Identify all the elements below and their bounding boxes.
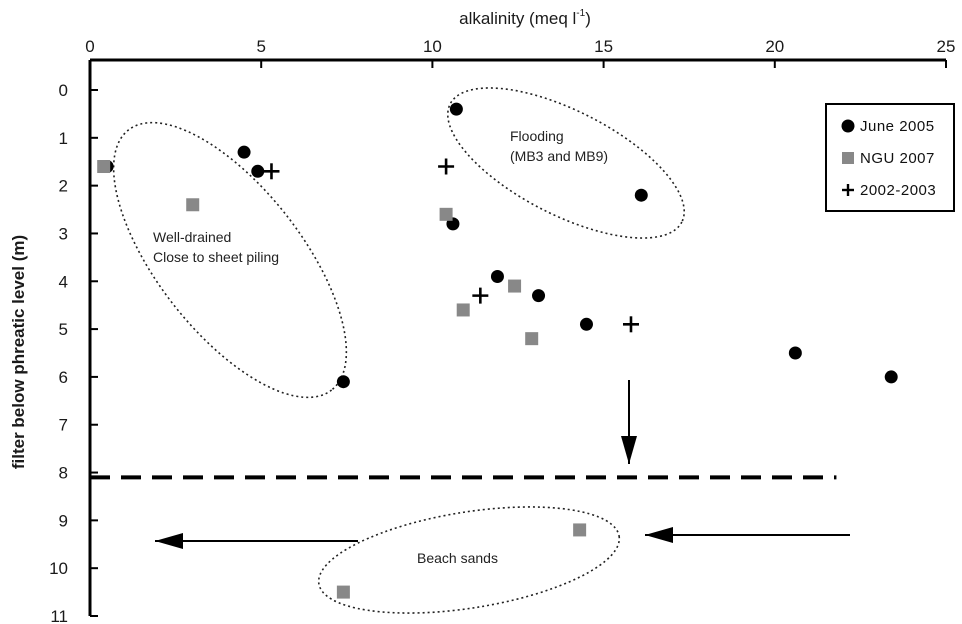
- annotations: Well-drained Close to sheet piling Floodin…: [112, 87, 850, 614]
- x-axis-title-close: ): [585, 9, 591, 28]
- point-ngu-2007: [97, 160, 111, 174]
- legend-label: NGU 2007: [860, 150, 935, 167]
- data-points: [97, 102, 898, 599]
- point-june-2005: [336, 375, 350, 389]
- y-tick-label: 6: [59, 368, 68, 387]
- point-ngu-2007: [456, 303, 470, 317]
- point-june-2005: [634, 188, 648, 202]
- point-june-2005: [490, 269, 504, 283]
- point-ngu-2007: [439, 207, 453, 221]
- y-tick-label: 10: [49, 559, 68, 578]
- x-tick-label: 15: [594, 37, 613, 56]
- x-tick-label: 10: [423, 37, 442, 56]
- point-june-2005: [884, 370, 898, 384]
- point-2002-2003: [438, 158, 455, 175]
- point-june-2005: [788, 346, 802, 360]
- y-tick-label: 9: [59, 511, 68, 530]
- legend: June 2005 NGU 2007 2002-2003: [825, 103, 955, 212]
- tick-labels: 0 5 10 15 20 25 0 1 2 3 4 5 6 7 8 9 10 11: [49, 37, 955, 624]
- annotation-ellipse-beach-sands: [317, 506, 621, 614]
- point-june-2005: [449, 102, 463, 116]
- x-tick-label: 5: [256, 37, 265, 56]
- x-axis-title: alkalinity (meq l-1): [459, 8, 591, 28]
- annotation-text-flooding: Flooding: [510, 128, 564, 144]
- point-june-2005: [532, 289, 546, 303]
- y-tick-label: 7: [59, 416, 68, 435]
- legend-items: June 2005 NGU 2007 2002-2003: [841, 118, 936, 199]
- x-tick-label: 25: [937, 37, 956, 56]
- x-tick-label: 20: [765, 37, 784, 56]
- point-2002-2003: [472, 287, 489, 304]
- y-tick-label: 11: [50, 607, 68, 624]
- point-2002-2003: [622, 316, 639, 333]
- axes: [88, 58, 947, 617]
- point-ngu-2007: [186, 198, 200, 212]
- point-ngu-2007: [508, 279, 522, 293]
- annotation-text-beach-sands: Beach sands: [417, 550, 498, 566]
- legend-marker-june-2005: [841, 119, 855, 133]
- legend-marker-ngu-2007: [842, 152, 854, 164]
- y-tick-label: 5: [59, 320, 68, 339]
- x-axis-title-sup: -1: [576, 8, 585, 19]
- point-june-2005: [251, 164, 265, 178]
- arrow-left-right-head: [645, 527, 673, 543]
- x-tick-label: 0: [85, 37, 94, 56]
- point-ngu-2007: [336, 585, 350, 599]
- annotation-text-well-drained: Close to sheet piling: [153, 249, 279, 265]
- arrow-left-head: [155, 533, 183, 549]
- legend-label: June 2005: [860, 118, 935, 135]
- y-tick-label: 3: [59, 224, 68, 243]
- y-tick-label: 0: [59, 81, 68, 100]
- y-axis-title: filter below phreatic level (m): [9, 235, 28, 469]
- legend-label: 2002-2003: [860, 182, 936, 199]
- point-june-2005: [579, 317, 593, 331]
- legend-marker-2002-2003: [842, 184, 854, 196]
- point-june-2005: [237, 145, 251, 159]
- arrow-down-head: [621, 436, 637, 464]
- point-ngu-2007: [525, 332, 539, 346]
- point-ngu-2007: [573, 523, 587, 537]
- y-tick-label: 8: [59, 464, 68, 483]
- y-tick-label: 4: [59, 272, 68, 291]
- x-axis-title-text: alkalinity (meq l: [459, 9, 576, 28]
- y-tick-label: 2: [59, 177, 68, 196]
- annotation-text-well-drained: Well-drained: [153, 229, 231, 245]
- point-2002-2003: [263, 163, 280, 180]
- y-tick-label: 1: [59, 129, 68, 148]
- annotation-ellipse-well-drained: [112, 121, 348, 399]
- annotation-text-flooding: (MB3 and MB9): [510, 148, 608, 164]
